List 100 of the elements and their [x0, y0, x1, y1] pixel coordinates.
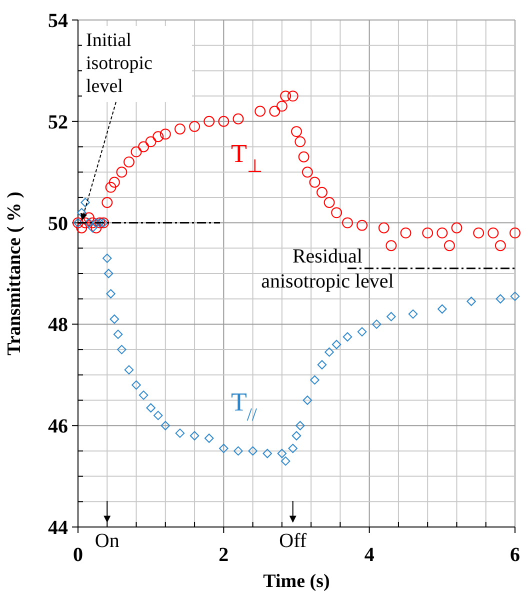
point [494, 240, 506, 252]
y-tick-label: 46 [48, 416, 68, 438]
point [324, 197, 335, 208]
point [80, 217, 91, 228]
point [269, 106, 280, 117]
point [357, 327, 367, 336]
point [145, 136, 156, 148]
point [219, 444, 228, 454]
point [302, 396, 312, 405]
point [189, 121, 200, 132]
point [87, 217, 98, 228]
point [291, 126, 302, 137]
point [117, 344, 126, 354]
point [102, 197, 113, 208]
x-tick-label: 0 [73, 544, 83, 566]
point [174, 124, 186, 134]
point [400, 227, 412, 238]
point [324, 347, 334, 357]
x-axis-title: Time (s) [263, 571, 330, 592]
point [262, 448, 272, 458]
point [436, 227, 448, 238]
point [88, 223, 98, 233]
series-label: T$_{//}$ [230, 387, 258, 424]
point [488, 227, 499, 238]
point [232, 113, 244, 124]
point [105, 182, 116, 193]
point [331, 207, 342, 218]
point [76, 222, 88, 234]
point [292, 431, 302, 440]
point [175, 428, 185, 438]
text: On [94, 530, 120, 552]
point [466, 296, 476, 306]
point [124, 156, 134, 168]
point [317, 360, 327, 370]
y-tick-label: 44 [48, 517, 68, 539]
point [309, 176, 320, 188]
series-label: T$_{⊥}$ [230, 138, 263, 176]
point [386, 312, 396, 322]
point [342, 217, 353, 228]
point [356, 220, 368, 231]
point [132, 380, 141, 390]
point [288, 444, 298, 454]
point [332, 340, 342, 350]
point [298, 151, 310, 162]
point [302, 166, 313, 178]
point [422, 227, 434, 238]
x-tick-label: 2 [218, 544, 229, 566]
point [310, 375, 320, 385]
point [113, 330, 123, 339]
point [280, 90, 292, 102]
y-tick-label: 54 [48, 10, 68, 32]
x-tick-label: 6 [510, 544, 520, 566]
x-tick-label: 4 [364, 544, 374, 566]
point [146, 403, 156, 412]
point [153, 410, 163, 420]
point [287, 90, 298, 102]
annotation: Residual anisotropic level [261, 245, 394, 292]
point [372, 320, 382, 329]
point [80, 198, 90, 208]
point [106, 289, 116, 298]
point [276, 100, 288, 112]
point [510, 227, 520, 238]
point [296, 420, 305, 430]
point [152, 131, 164, 142]
point [316, 186, 328, 198]
point [438, 304, 447, 314]
y-tick-label: 52 [48, 111, 68, 134]
point [386, 240, 397, 252]
y-tick-label: 48 [48, 314, 68, 336]
point [510, 292, 520, 301]
point [104, 268, 114, 278]
point [83, 212, 94, 224]
point [110, 314, 120, 324]
point [138, 390, 148, 400]
point [92, 218, 101, 228]
point [444, 240, 455, 252]
annotation: Initial isotropic level [86, 30, 152, 97]
point [77, 208, 86, 218]
y-axis-title: Transmittance ( % ) [4, 192, 25, 356]
point [102, 254, 112, 263]
point [294, 136, 306, 148]
point [190, 431, 200, 440]
point [254, 106, 266, 117]
point [248, 446, 258, 456]
point [90, 222, 102, 234]
point [84, 218, 94, 228]
point [204, 434, 214, 443]
point [160, 420, 170, 430]
text: Off [279, 530, 307, 552]
point [218, 116, 230, 127]
y-tick-label: 50 [48, 212, 68, 235]
point [130, 146, 142, 158]
point [204, 116, 215, 127]
point [116, 166, 128, 178]
point [124, 365, 134, 374]
point [496, 294, 506, 304]
point [451, 222, 462, 234]
point [108, 176, 120, 188]
point [138, 141, 150, 152]
point [408, 309, 418, 319]
